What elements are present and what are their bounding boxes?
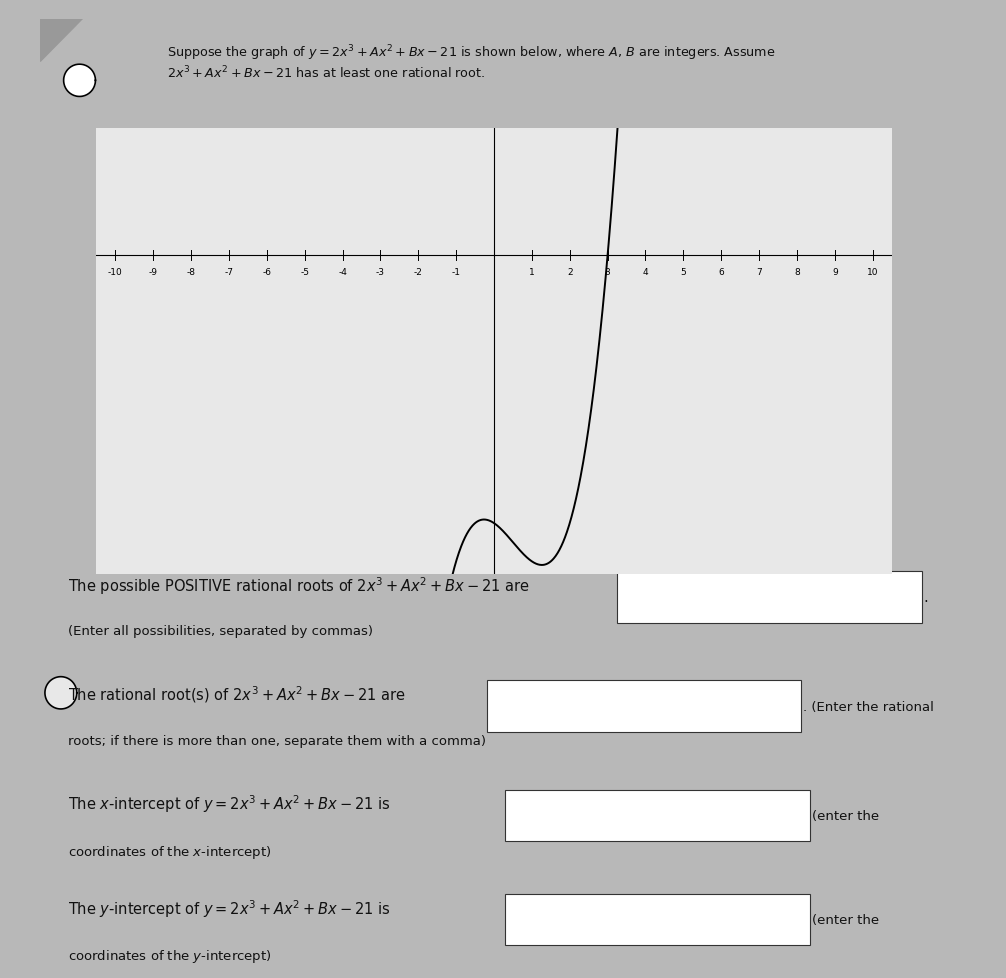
Text: -7: -7 (224, 268, 233, 277)
Text: -6: -6 (263, 268, 272, 277)
Text: (enter the: (enter the (812, 913, 879, 926)
Text: The $x$-intercept of $y = 2x^3 + Ax^2 + Bx - 21$ is: The $x$-intercept of $y = 2x^3 + Ax^2 + … (68, 793, 391, 815)
Text: -4: -4 (338, 268, 347, 277)
Text: 5: 5 (680, 268, 686, 277)
Text: -10: -10 (108, 268, 123, 277)
Text: 7: 7 (757, 268, 762, 277)
Text: -8: -8 (186, 268, 195, 277)
Text: coordinates of the $y$-intercept): coordinates of the $y$-intercept) (68, 948, 272, 964)
Text: Q: Q (643, 529, 654, 544)
Text: -2: -2 (413, 268, 423, 277)
FancyBboxPatch shape (618, 572, 923, 623)
Text: -1: -1 (452, 268, 461, 277)
Text: . (Enter the rational: . (Enter the rational (803, 700, 934, 713)
Text: $2x^3 + Ax^2 + Bx - 21$ has at least one rational root.: $2x^3 + Ax^2 + Bx - 21$ has at least one… (167, 66, 485, 82)
Text: (enter the: (enter the (812, 809, 879, 822)
Text: Suppose the graph of $y = 2x^3 + Ax^2 + Bx - 21$ is shown below, where $A$, $B$ : Suppose the graph of $y = 2x^3 + Ax^2 + … (167, 43, 776, 63)
Text: 4: 4 (643, 268, 648, 277)
Text: coordinates of the $x$-intercept): coordinates of the $x$-intercept) (68, 843, 272, 860)
Polygon shape (45, 677, 76, 709)
Text: 2: 2 (567, 268, 572, 277)
Text: The $y$-intercept of $y = 2x^3 + Ax^2 + Bx - 21$ is: The $y$-intercept of $y = 2x^3 + Ax^2 + … (68, 897, 391, 918)
Text: -5: -5 (300, 268, 309, 277)
Text: 8: 8 (794, 268, 800, 277)
Text: (Enter all possibilities, separated by commas): (Enter all possibilities, separated by c… (68, 625, 373, 638)
Text: 9: 9 (832, 268, 838, 277)
Text: -9: -9 (149, 268, 158, 277)
Text: .: . (924, 590, 929, 604)
Text: 1: 1 (529, 268, 535, 277)
Text: 10: 10 (867, 268, 878, 277)
Polygon shape (40, 20, 82, 63)
Polygon shape (40, 20, 82, 63)
Text: -3: -3 (376, 268, 385, 277)
FancyBboxPatch shape (487, 681, 801, 732)
Text: The possible POSITIVE rational roots of $2x^3 + Ax^2 + Bx - 21$ are: The possible POSITIVE rational roots of … (68, 574, 530, 597)
FancyBboxPatch shape (505, 894, 810, 946)
Text: 3: 3 (605, 268, 611, 277)
Text: The rational root(s) of $2x^3 + Ax^2 + Bx - 21$ are: The rational root(s) of $2x^3 + Ax^2 + B… (68, 684, 406, 704)
Polygon shape (63, 66, 96, 98)
FancyBboxPatch shape (505, 790, 810, 841)
Text: roots; if there is more than one, separate them with a comma): roots; if there is more than one, separa… (68, 734, 486, 747)
Text: 6: 6 (718, 268, 724, 277)
